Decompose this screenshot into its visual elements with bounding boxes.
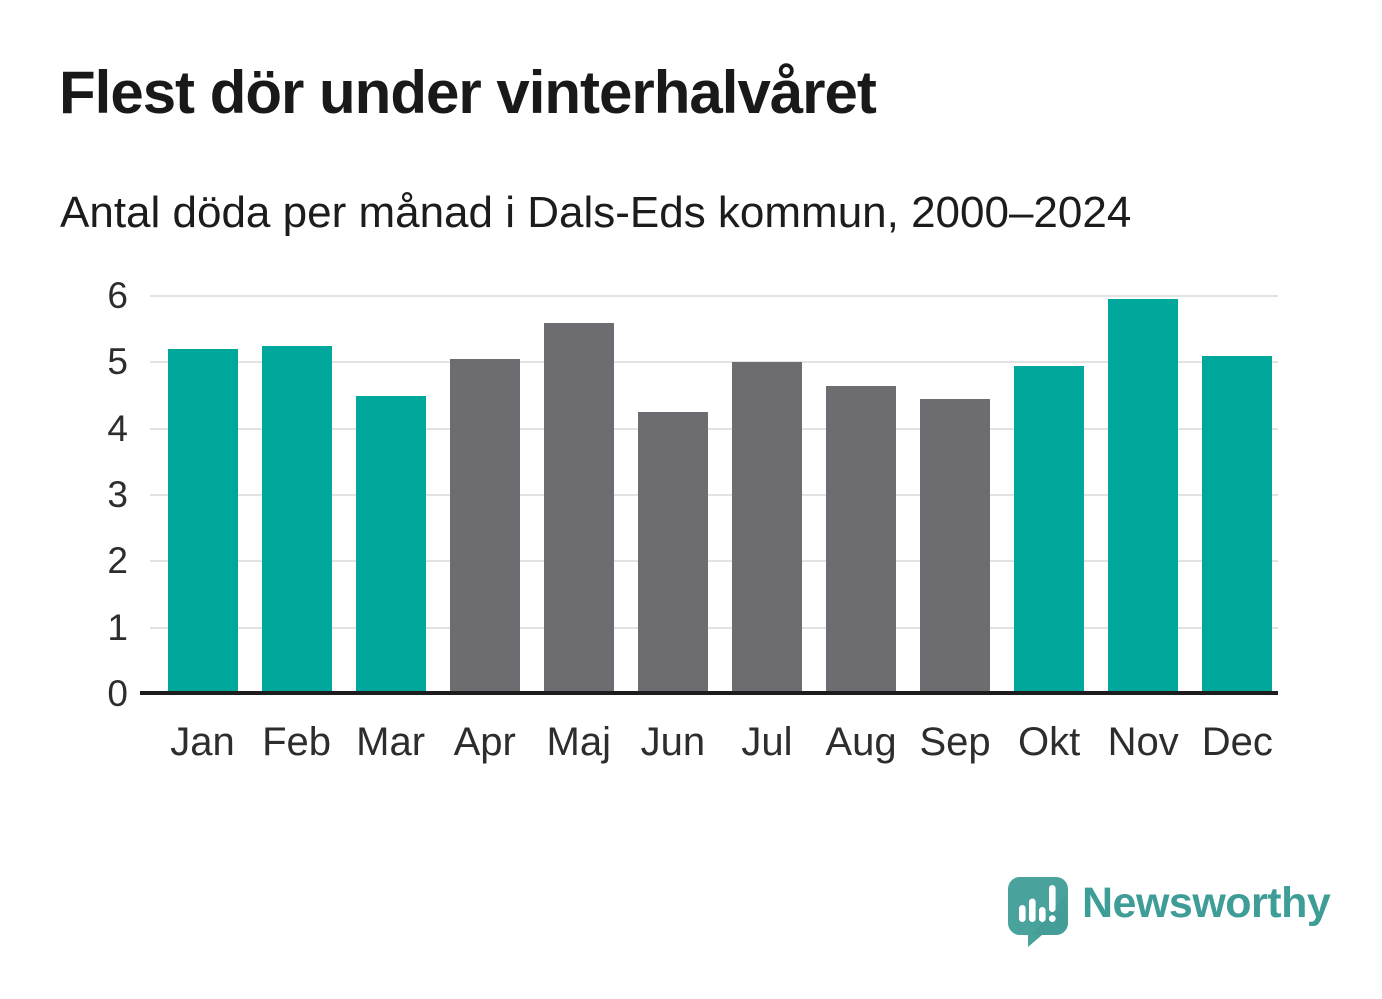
x-tick-label-dec: Dec: [1201, 720, 1273, 764]
x-tick-label-jan: Jan: [170, 720, 235, 764]
bar-jun: [637, 412, 708, 694]
gridline-3: [150, 494, 1278, 496]
gridline-4: [150, 427, 1278, 430]
x-tick-label-jul: Jul: [741, 720, 793, 764]
gridline-1: [150, 626, 1278, 629]
bar-apr: [449, 359, 520, 694]
y-tick-label-3: 3: [107, 474, 128, 515]
y-tick-label-1: 1: [107, 606, 128, 648]
speech-bubble-bar-chart-icon: [1008, 877, 1068, 947]
chart-subtitle: Antal döda per månad i Dals-Eds kommun, …: [60, 188, 1132, 237]
bar-jan: [167, 349, 238, 694]
x-tick-label-aug: Aug: [825, 720, 897, 764]
bar-nov: [1108, 299, 1179, 694]
bar-jul: [731, 362, 802, 694]
bar-mar: [355, 395, 426, 694]
x-tick-label-feb: Feb: [262, 720, 332, 764]
chart-title: Flest dör under vinterhalvåret: [59, 59, 877, 126]
x-tick-label-sep: Sep: [919, 720, 991, 764]
bar-feb: [261, 345, 332, 694]
gridline-2: [150, 560, 1278, 563]
y-tick-label-4: 4: [107, 407, 128, 449]
y-tick-label-6: 6: [107, 275, 128, 317]
newsworthy-wordmark: Newsworthy: [1082, 879, 1331, 927]
bar-maj: [543, 322, 614, 694]
x-tick-label-jun: Jun: [640, 720, 706, 764]
bar-okt: [1014, 365, 1085, 694]
gridline-6: [150, 295, 1278, 298]
bar-sep: [920, 398, 991, 694]
x-tick-label-mar: Mar: [356, 720, 426, 764]
x-tick-label-nov: Nov: [1107, 720, 1179, 764]
x-axis-baseline: [140, 691, 1278, 695]
newsworthy-logo: Newsworthy: [1008, 877, 1331, 947]
bar-aug: [825, 385, 896, 694]
x-tick-label-maj: Maj: [546, 720, 611, 764]
x-tick-label-okt: Okt: [1018, 720, 1081, 764]
y-tick-label-5: 5: [107, 341, 128, 383]
x-tick-label-apr: Apr: [453, 720, 516, 764]
y-tick-label-0: 0: [107, 673, 128, 714]
gridline-5: [150, 361, 1278, 364]
bar-dec: [1202, 355, 1273, 694]
y-tick-label-2: 2: [107, 540, 128, 582]
